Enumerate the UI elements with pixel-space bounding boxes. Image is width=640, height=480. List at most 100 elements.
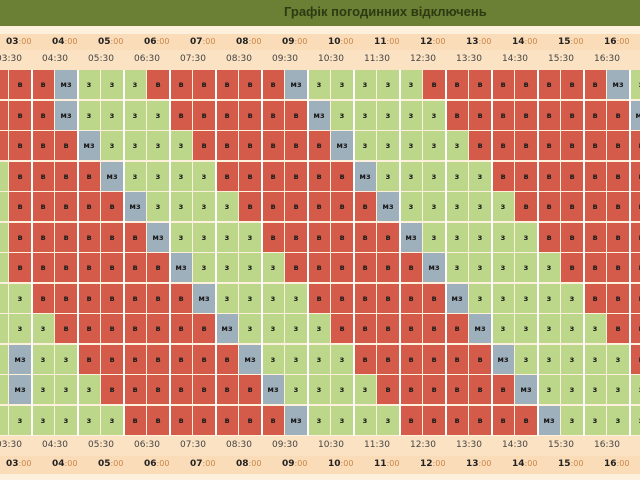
schedule-cell: з [561,344,583,374]
half-hour-header-bottom: 03:30 04:30 05:30 06:30 07:30 08:30 09:30 10:30… [0,436,640,456]
schedule-cell: в [354,283,376,313]
schedule-cell: в [170,375,192,404]
schedule-cell: в [377,314,399,343]
schedule-cell: в [55,314,77,343]
schedule-cell: в [630,161,640,191]
schedule-cell: в [147,283,169,313]
schedule-cell: з [515,253,537,282]
schedule-cell: в [561,100,583,130]
schedule-cell: з [101,131,123,160]
schedule-cell: з [124,131,146,160]
schedule-cell: з [469,253,491,282]
schedule-cell: в [561,161,583,191]
schedule-cell: мз [515,375,537,404]
schedule-cell: в [285,222,307,252]
minute-suffix: :00 [432,459,446,468]
schedule-cell: з [400,100,422,130]
schedule-cell: з [446,131,468,160]
top-hour-label: 12:00 [420,37,445,47]
bottom-hour-label: 06:00 [144,459,169,469]
schedule-cell: в [446,70,468,99]
schedule-cell: з [0,161,8,191]
schedule-cell: в [400,253,422,282]
schedule-cell: з [469,222,491,252]
schedule-cell: в [262,192,284,221]
schedule-cell: в [400,375,422,404]
schedule-cell: з [561,283,583,313]
schedule-cell: в [9,161,31,191]
schedule-cell: в [377,344,399,374]
top-half-hour-label: 06:30 [134,54,160,64]
top-hour-label: 07:00 [190,37,215,47]
schedule-cell: в [239,375,261,404]
schedule-cell: в [193,344,215,374]
schedule-cell: з [469,192,491,221]
schedule-cell: з [308,375,330,404]
schedule-cell: з [0,405,8,435]
schedule-cell: в [124,375,146,404]
hour-separator [353,70,355,436]
schedule-cell: мз [101,161,123,191]
schedule-cell: в [9,131,31,160]
schedule-cell: в [308,192,330,221]
hour-number: 16 [604,459,617,469]
schedule-cell: в [584,222,606,252]
schedule-cell: з [538,314,560,343]
top-hour-label: 04:00 [52,37,77,47]
schedule-cell: в [193,405,215,435]
schedule-cell: в [147,405,169,435]
hour-number: 12 [420,459,433,469]
bottom-half-hour-label: 10:30 [318,440,344,450]
schedule-cell: в [354,222,376,252]
schedule-cell: з [285,283,307,313]
schedule-cell: з [492,283,514,313]
schedule-cell: в [0,70,8,99]
schedule-cell: в [354,192,376,221]
schedule-cell: в [193,100,215,130]
hour-number: 09 [282,37,295,47]
schedule-cell: в [78,161,100,191]
schedule-cell: в [9,222,31,252]
minute-suffix: :00 [386,459,400,468]
schedule-cell: з [78,70,100,99]
schedule-cell: з [561,375,583,404]
hour-separator [629,70,631,436]
schedule-cell: мз [170,253,192,282]
schedule-cell: в [308,161,330,191]
schedule-cell: з [285,344,307,374]
schedule-cell: в [630,344,640,374]
schedule-cell: в [538,100,560,130]
schedule-cell: з [124,161,146,191]
minute-suffix: :00 [110,459,124,468]
schedule-cell: в [423,405,445,435]
schedule-cell: в [101,283,123,313]
schedule-cell: з [400,161,422,191]
schedule-cell: в [584,161,606,191]
schedule-cell: з [170,131,192,160]
schedule-cell: в [216,344,238,374]
schedule-cell: з [0,375,8,404]
schedule-cell: з [515,222,537,252]
schedule-cell: з [400,192,422,221]
top-hour-label: 03:00 [6,37,31,47]
hour-separator [537,70,539,436]
schedule-cell: в [147,314,169,343]
schedule-cell: в [262,131,284,160]
schedule-cell: в [607,100,629,130]
schedule-cell: в [561,70,583,99]
minute-suffix: :00 [524,459,538,468]
schedule-cell: з [9,283,31,313]
schedule-cell: з [538,283,560,313]
schedule-cell: в [170,314,192,343]
top-half-hour-label: 07:30 [180,54,206,64]
schedule-cell: в [285,161,307,191]
schedule-cell: в [285,100,307,130]
schedule-cell: з [377,70,399,99]
hour-separator [307,70,309,436]
schedule-cell: з [584,314,606,343]
schedule-cell: в [630,192,640,221]
hour-number: 05 [98,37,111,47]
half-hour-header-top: 03:30 04:30 05:30 06:30 07:30 08:30 09:30 10:30… [0,50,640,70]
bottom-half-hour-label: 15:30 [548,440,574,450]
schedule-cell: в [515,131,537,160]
